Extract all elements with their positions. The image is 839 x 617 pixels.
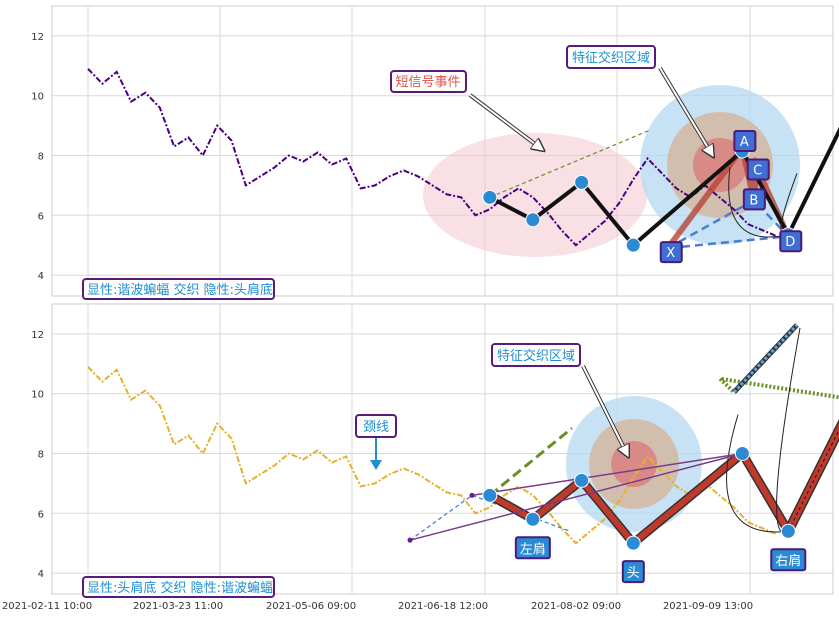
- short-signal-zone: [423, 133, 647, 257]
- x-tick-label: 2021-09-09 13:00: [663, 601, 753, 612]
- point-label-2: 右肩: [775, 553, 801, 569]
- top-y-axis: 4 6 8 10 12: [31, 32, 44, 282]
- x-tick-label: 2021-08-02 09:00: [531, 601, 621, 612]
- y-tick-label: 10: [31, 92, 44, 103]
- point-label-box: [770, 548, 807, 572]
- continuation-blue: [732, 323, 799, 394]
- feature-zone-annotation-top: 特征交织区域: [566, 45, 713, 156]
- point-label-X: X: [666, 246, 675, 261]
- head-link: [409, 452, 743, 541]
- head-link: [471, 452, 743, 497]
- pattern-point: [574, 174, 590, 190]
- projection-curve: [728, 167, 789, 238]
- x-tick-label: 2021-06-18 12:00: [398, 601, 488, 612]
- point-label-box: [742, 188, 766, 211]
- point-label-box: [621, 560, 645, 584]
- y-tick-label: 12: [31, 32, 44, 43]
- y-tick-label: 8: [38, 151, 44, 162]
- point-label-box: [746, 158, 770, 181]
- top-footer-text: 显性:谐波蝙蝠 交织 隐性:头肩底: [87, 282, 273, 298]
- pivot-dot: [407, 537, 413, 543]
- x-tick-label: 2021-05-06 09:00: [266, 601, 356, 612]
- point-label-box: [514, 536, 551, 560]
- point-label-box: [733, 130, 757, 153]
- top-footer-legend: 显性:谐波蝙蝠 交织 隐性:头肩底: [82, 278, 275, 300]
- short-signal-label: 短信号事件: [395, 75, 460, 90]
- trend-line: [489, 129, 651, 198]
- neckline: [488, 426, 573, 497]
- pattern-line: [488, 448, 791, 548]
- pattern-point: [525, 212, 541, 228]
- breakout-center: [787, 429, 839, 532]
- pattern-point: [482, 189, 498, 205]
- x-tick-label: 2021-02-11 10:00: [2, 601, 92, 612]
- feature-zone-label-top: 特征交织区域: [572, 50, 650, 66]
- short-signal-annotation: 短信号事件: [390, 70, 543, 150]
- top-chart-panel: 4 6 8 10 12 短信号事件 特征交织区域 X ACB D 显性:谐波蝙蝠 交织 隐性…: [31, 5, 839, 300]
- y-tick-label: 12: [31, 330, 44, 341]
- feature-zone-annotation-bottom: 特征交织区域: [491, 343, 628, 456]
- point-label-0: 左肩: [520, 541, 546, 557]
- continuation-green: [714, 375, 839, 400]
- x-tick-label: 2021-03-23 11:00: [133, 601, 223, 612]
- pattern-point: [482, 487, 498, 503]
- x-axis: 2021-02-11 10:00 2021-03-23 11:00 2021-05-…: [2, 601, 753, 612]
- bottom-footer-text: 显性:头肩底 交织 隐性:谐波蝙蝠: [87, 580, 273, 596]
- point-label-D: D: [785, 235, 795, 250]
- point-label-1: 头: [627, 566, 640, 581]
- y-tick-label: 6: [38, 509, 44, 520]
- feature-zone-label-bottom: 特征交织区域: [497, 348, 575, 364]
- pattern-point: [574, 472, 590, 488]
- price-line: [87, 366, 778, 545]
- neckline-annotation: 颈线: [355, 414, 397, 470]
- point-label-B: B: [749, 193, 758, 208]
- feature-zone-inner-bottom: [611, 441, 657, 487]
- pattern-point: [780, 523, 796, 539]
- y-tick-label: 8: [38, 449, 44, 460]
- top-point-labels: X ACB D: [659, 130, 803, 264]
- pattern-point: [734, 445, 750, 461]
- bottom-footer-legend: 显性:头肩底 交织 隐性:谐波蝙蝠: [82, 576, 275, 598]
- point-label-A: A: [740, 135, 749, 150]
- y-tick-label: 6: [38, 211, 44, 222]
- bottom-pattern: [407, 323, 839, 551]
- harmonic-triangle: [667, 198, 791, 250]
- y-tick-label: 10: [31, 390, 44, 401]
- top-price-series: [87, 68, 778, 247]
- bottom-chart-panel: 4 6 8 10 12 颈线 特征交织区域 左肩头 右肩 显性:头肩底 交织 隐性:谐波蝙…: [31, 303, 839, 598]
- y-tick-label: 4: [38, 569, 44, 580]
- bottom-grid: [52, 304, 833, 594]
- bottom-price-series: [87, 366, 778, 545]
- pattern-point: [625, 535, 641, 551]
- pivot-dot: [469, 492, 475, 498]
- y-tick-label: 4: [38, 271, 44, 282]
- point-label-box: [659, 241, 683, 264]
- pattern-point: [625, 237, 641, 253]
- price-line: [87, 68, 778, 247]
- bottom-y-axis: 4 6 8 10 12: [31, 330, 44, 580]
- neckline-label: 颈线: [363, 420, 389, 435]
- bottom-point-labels: 左肩头 右肩: [514, 536, 807, 584]
- point-label-C: C: [753, 163, 762, 178]
- projection-curve: [726, 414, 789, 533]
- point-label-box: [779, 230, 803, 253]
- pattern-point: [525, 511, 541, 527]
